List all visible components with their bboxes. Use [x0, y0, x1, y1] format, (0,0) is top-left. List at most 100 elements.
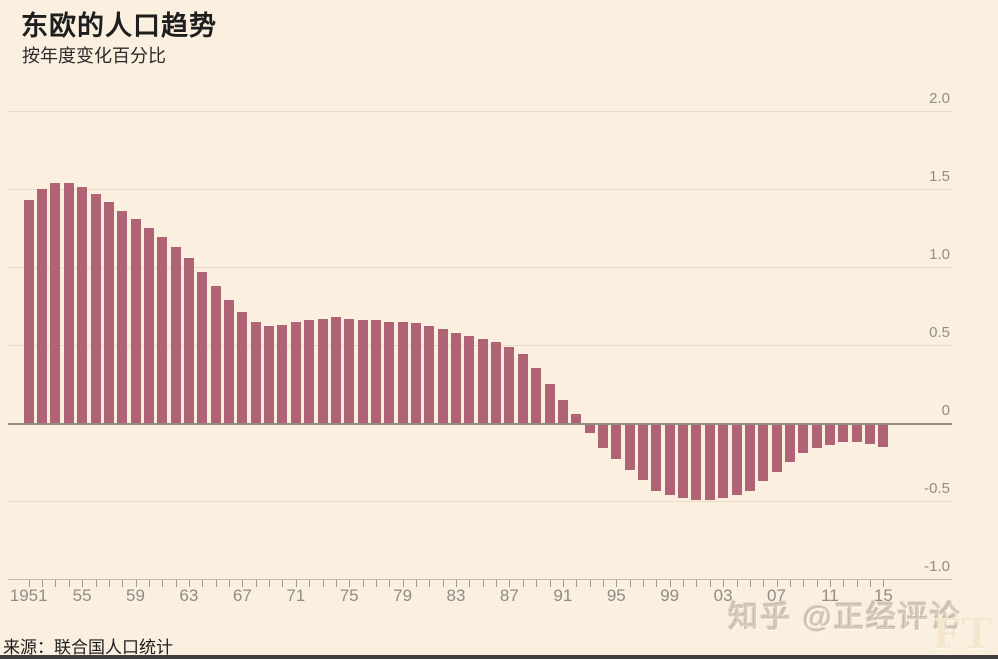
- bar-1983: [451, 332, 461, 423]
- bar-2013: [851, 425, 862, 443]
- bar-1997: [638, 425, 648, 480]
- bottom-border-strip: [0, 655, 998, 659]
- gridline: [8, 501, 952, 502]
- bar-1969: [264, 326, 275, 423]
- bar-1977: [370, 320, 381, 423]
- x-axis-tick: [322, 580, 324, 587]
- bar-2007: [771, 425, 782, 472]
- bar-1988: [517, 354, 528, 423]
- x-axis-tick: [188, 580, 190, 587]
- x-axis-tick: [776, 580, 778, 587]
- x-axis-tick: [589, 580, 591, 587]
- bar-1974: [330, 316, 341, 423]
- bar-1972: [304, 320, 315, 423]
- bar-2011: [824, 425, 835, 446]
- x-axis-tick: [629, 580, 631, 587]
- x-axis-tick: [683, 580, 684, 587]
- x-axis-tick: [456, 580, 457, 587]
- y-axis-tick-label: 0: [941, 402, 950, 419]
- x-axis-tick-label: 95: [606, 586, 626, 605]
- x-axis-tick: [856, 580, 858, 587]
- x-axis-tick: [429, 580, 431, 587]
- bar-1985: [477, 338, 488, 423]
- x-axis-tick: [469, 580, 471, 587]
- bar-1956: [90, 193, 101, 423]
- x-axis-tick: [108, 580, 110, 587]
- bar-1952: [37, 189, 48, 423]
- x-axis-tick: [803, 580, 805, 587]
- bar-2006: [758, 425, 769, 482]
- x-axis-tick: [562, 580, 564, 587]
- bar-2003: [718, 425, 729, 499]
- x-axis-tick: [402, 580, 404, 587]
- bar-1970: [277, 324, 288, 423]
- gridline: [8, 267, 952, 268]
- y-axis-tick-label: 1.0: [929, 246, 950, 263]
- y-axis-tick-label: -1.0: [924, 558, 950, 575]
- x-axis-tick: [843, 580, 845, 587]
- bar-1961: [157, 237, 168, 423]
- bar-1978: [384, 321, 395, 423]
- x-axis-tick-label: 83: [446, 586, 466, 605]
- x-axis-tick: [736, 580, 738, 587]
- x-axis-tick: [522, 580, 524, 587]
- x-axis-tick: [375, 580, 377, 587]
- bar-2008: [784, 425, 795, 463]
- x-axis-tick: [28, 580, 30, 587]
- x-axis-tick-label: 03: [713, 586, 733, 605]
- bar-1971: [290, 321, 301, 423]
- x-axis-tick: [870, 580, 871, 587]
- x-axis-tick-label: 07: [767, 586, 786, 605]
- x-axis-tick: [122, 580, 124, 587]
- ft-logo-watermark: FT: [933, 607, 992, 658]
- bar-2010: [811, 425, 822, 449]
- source-note: 来源：联合国人口统计: [3, 638, 173, 657]
- x-axis-tick: [442, 580, 444, 587]
- x-axis-tick-label: 59: [126, 586, 145, 605]
- bar-1979: [397, 321, 408, 423]
- x-axis-tick: [749, 580, 751, 587]
- x-axis-tick: [416, 580, 417, 587]
- zhihu-watermark: 知乎 @正经评论: [728, 601, 962, 634]
- x-axis-tick: [602, 580, 604, 587]
- bar-1965: [210, 285, 221, 423]
- x-axis-tick: [55, 580, 57, 587]
- x-axis-tick: [282, 580, 284, 587]
- bar-2015: [878, 425, 889, 447]
- bar-1992: [571, 413, 582, 423]
- bar-1953: [50, 182, 61, 423]
- bar-1975: [344, 318, 355, 423]
- x-axis-tick: [95, 580, 97, 587]
- x-axis-tick-label: 79: [393, 586, 413, 605]
- bar-1993: [584, 425, 595, 433]
- chart-subtitle: 按年度变化百分比: [22, 46, 166, 66]
- bar-2004: [731, 425, 742, 496]
- x-axis-tick: [482, 580, 484, 587]
- x-axis-tick: [549, 580, 551, 587]
- x-axis-tick: [723, 580, 725, 587]
- x-axis-tick-label: 87: [499, 586, 519, 605]
- gridline: [8, 579, 952, 580]
- x-axis-tick: [576, 580, 578, 587]
- x-axis-tick: [883, 580, 885, 587]
- x-axis-tick-label: 11: [821, 586, 839, 605]
- bar-1982: [437, 329, 448, 423]
- bar-1962: [170, 246, 181, 423]
- x-axis-tick: [295, 580, 297, 587]
- y-axis-tick-label: 0.5: [929, 324, 950, 341]
- zero-line: [8, 423, 952, 425]
- bar-1968: [250, 321, 261, 423]
- x-axis-tick-label: 99: [660, 586, 680, 605]
- x-axis-tick-label: 63: [179, 586, 199, 605]
- bar-1976: [357, 320, 368, 423]
- x-axis-tick: [202, 580, 204, 587]
- x-axis-tick: [82, 580, 84, 587]
- bar-1990: [544, 384, 555, 423]
- bar-2014: [865, 425, 875, 444]
- x-axis-tick: [68, 580, 70, 587]
- bar-1964: [197, 271, 208, 423]
- x-axis-tick: [643, 580, 644, 587]
- bar-1981: [424, 326, 435, 423]
